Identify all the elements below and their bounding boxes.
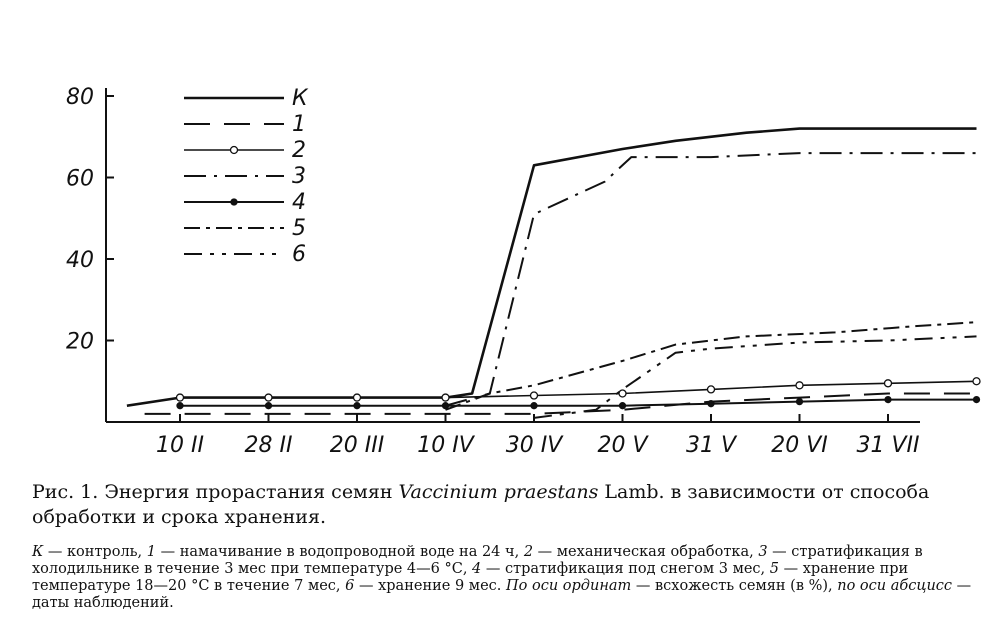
data-point [353, 402, 361, 410]
x-tick-label: 31 V [686, 433, 738, 458]
y-tick-label: 40 [66, 248, 94, 273]
y-axis-ticks: 80 60 40 20 [66, 85, 114, 355]
x-tick-label: 30 IV [506, 433, 564, 458]
y-tick-label: 20 [66, 330, 94, 355]
series-lines [126, 127, 981, 419]
data-point [884, 395, 892, 404]
data-point [441, 402, 450, 410]
data-point [264, 402, 273, 410]
y-tick-label: 80 [66, 85, 94, 110]
series-line-6 [533, 335, 977, 419]
x-tick-label: 10 II [156, 433, 204, 458]
legend-label: К [292, 86, 309, 111]
data-point [618, 402, 627, 410]
legend-label: 6 [292, 242, 306, 267]
data-point [530, 402, 538, 410]
caption-notes: К — контроль, 1 — намачивание в водопров… [32, 544, 972, 611]
caption-title: Рис. 1. Энергия прорастания семян Vaccin… [32, 481, 930, 528]
legend-marker [230, 198, 238, 206]
data-point [264, 393, 273, 402]
data-point [795, 397, 804, 406]
x-tick-label: 28 II [245, 433, 293, 458]
series-line-4 [180, 398, 977, 407]
figure-caption: Рис. 1. Энергия прорастания семян Vaccin… [32, 480, 982, 612]
data-point [352, 393, 362, 402]
legend-label: 3 [292, 164, 306, 189]
germination-chart: 80 60 40 20 10 II 28 II 20 III 10 IV 30 IV 20 V 3… [66, 85, 981, 458]
series-line-3 [445, 152, 977, 407]
data-point [706, 385, 716, 394]
data-point [175, 393, 185, 402]
x-tick-label: 20 III [330, 433, 384, 458]
y-tick-label: 60 [66, 167, 94, 192]
data-point [972, 395, 981, 404]
legend-label: 4 [292, 190, 306, 215]
series-line-5 [445, 321, 977, 411]
legend-label: 5 [292, 216, 306, 241]
data-point [707, 400, 715, 408]
data-point [972, 377, 981, 386]
series-line-2 [180, 380, 977, 399]
legend-marker [229, 145, 239, 155]
legend-label: 2 [292, 138, 306, 163]
data-point [795, 381, 804, 390]
data-point [618, 389, 627, 398]
data-point [883, 379, 893, 388]
chart-axes [105, 88, 920, 423]
x-tick-label: 10 IV [417, 433, 475, 458]
data-point [176, 402, 184, 410]
x-tick-label: 20 VI [771, 433, 828, 458]
x-axis-ticks: 10 II 28 II 20 III 10 IV 30 IV 20 V 31 V 20 VI 3… [156, 414, 920, 458]
data-point [529, 391, 539, 400]
x-tick-label: 31 VII [856, 433, 919, 458]
x-tick-label: 20 V [597, 433, 649, 458]
series-line-1 [144, 392, 977, 415]
series-line-k [126, 127, 977, 407]
legend-label: 1 [292, 112, 306, 137]
data-point [441, 393, 450, 402]
